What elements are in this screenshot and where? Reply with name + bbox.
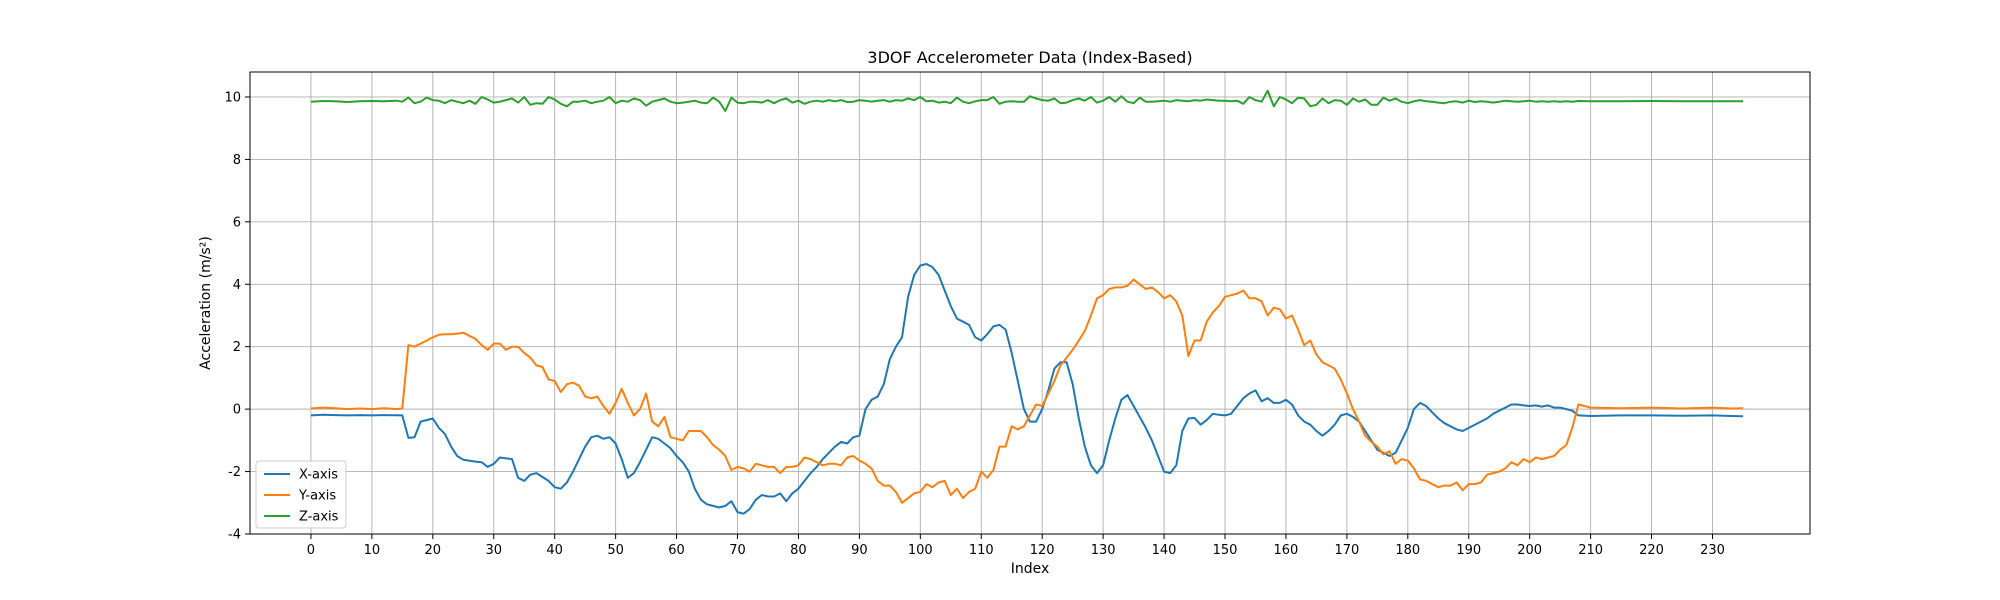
legend-label-y-axis: Y-axis <box>298 489 336 504</box>
plot-frame <box>249 71 1811 535</box>
x-tick-label: 180 <box>1395 543 1420 558</box>
y-axis-label: Acceleration (m/s²) <box>198 236 214 370</box>
y-axis-ticks: -4 -2 0 2 4 6 8 10 <box>224 90 250 543</box>
x-tick-label: 100 <box>908 543 933 558</box>
series-line-x-axis <box>310 263 1744 515</box>
x-tick-label: 90 <box>851 543 868 558</box>
x-tick-label: 130 <box>1091 543 1116 558</box>
chart-title: 3DOF Accelerometer Data (Index-Based) <box>867 48 1192 67</box>
x-axis-ticks: 0 10 20 30 40 50 60 70 80 90 100 110 120 130 140 150 160… <box>307 534 1725 558</box>
x-tick-label: 120 <box>1030 543 1055 558</box>
x-tick-label: 10 <box>364 543 381 558</box>
y-tick-label: 4 <box>233 278 241 293</box>
y-tick-label: 10 <box>224 90 241 105</box>
x-tick-label: 140 <box>1152 543 1177 558</box>
x-tick-label: 70 <box>729 543 746 558</box>
y-tick-label: 6 <box>233 215 241 230</box>
x-tick-label: 60 <box>668 543 685 558</box>
x-tick-label: 40 <box>546 543 563 558</box>
x-tick-label: 220 <box>1639 543 1664 558</box>
y-tick-label: 8 <box>233 153 241 168</box>
x-axis-label: Index <box>1011 561 1050 577</box>
y-tick-label: -4 <box>228 528 241 543</box>
legend-box <box>255 460 347 529</box>
legend: X-axis Y-axis Z-axis <box>255 460 347 529</box>
x-tick-label: 190 <box>1456 543 1481 558</box>
x-tick-label: 20 <box>425 543 442 558</box>
x-tick-label: 160 <box>1274 543 1299 558</box>
x-tick-label: 200 <box>1517 543 1542 558</box>
x-tick-label: 170 <box>1334 543 1359 558</box>
y-tick-label: 0 <box>233 403 241 418</box>
y-tick-label: -2 <box>228 465 241 480</box>
x-tick-label: 30 <box>485 543 502 558</box>
x-tick-label: 110 <box>969 543 994 558</box>
series-line-z-axis <box>310 89 1743 112</box>
legend-label-z-axis: Z-axis <box>299 510 339 525</box>
series-line-y-axis <box>310 278 1744 504</box>
x-tick-label: 50 <box>607 543 624 558</box>
x-tick-label: 210 <box>1578 543 1603 558</box>
y-tick-label: 2 <box>233 340 241 355</box>
x-tick-label: 0 <box>307 543 315 558</box>
x-tick-label: 230 <box>1700 543 1725 558</box>
x-tick-label: 150 <box>1213 543 1238 558</box>
legend-label-x-axis: X-axis <box>299 468 338 483</box>
x-tick-label: 80 <box>790 543 807 558</box>
series-lines <box>310 89 1744 515</box>
